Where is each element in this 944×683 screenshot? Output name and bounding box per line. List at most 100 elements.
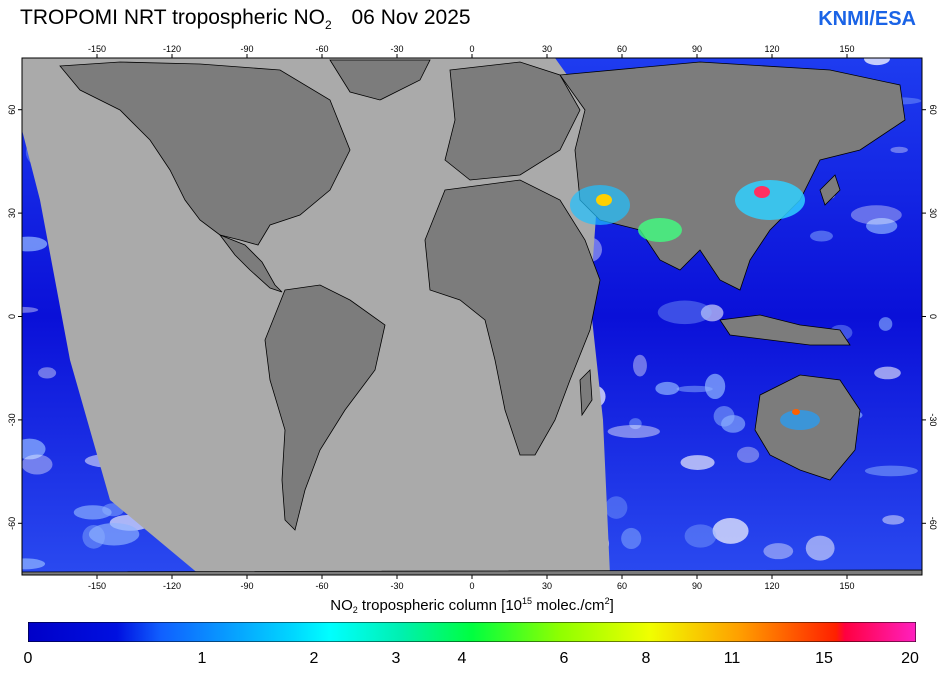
cloud-patch	[38, 367, 57, 379]
cloud-patch	[882, 515, 905, 525]
lon-label-bottom: 90	[692, 581, 702, 591]
cloud-patch	[22, 454, 53, 475]
south-america	[264, 284, 386, 531]
lon-label-bottom: -120	[163, 581, 181, 591]
cloud-patch	[684, 524, 717, 548]
cloud-patch	[805, 535, 835, 561]
colorbar-label: 20	[901, 650, 919, 667]
lat-label-left: -60	[7, 517, 17, 530]
cloud-patch	[680, 455, 715, 470]
colorbar-title: NO2 tropospheric column [1015 molec./cm2…	[0, 596, 944, 615]
title-subscript: 2	[324, 18, 332, 32]
indonesia	[719, 314, 851, 346]
cloud-patch	[874, 366, 901, 380]
cloud-patch	[22, 558, 46, 570]
unit-end: ]	[609, 597, 614, 614]
lon-label-bottom: -60	[315, 581, 328, 591]
cloud-patch	[736, 446, 760, 463]
lat-label-left: 30	[7, 208, 17, 218]
lon-label-top: 60	[617, 44, 627, 54]
lon-label-bottom: -150	[88, 581, 106, 591]
cloud-patch	[850, 205, 902, 225]
cloud-patch	[22, 306, 39, 313]
lon-axis-top: -150 -120 -90 -60 -30 0 30 60 90 120 150	[88, 44, 855, 58]
colorbar	[28, 622, 916, 642]
land-masses	[22, 59, 922, 575]
unit-mid2: molec./cm	[532, 597, 605, 614]
cloud-patch	[700, 304, 724, 322]
colorbar-label: 6	[559, 650, 569, 667]
cloud-patch	[629, 418, 642, 430]
madagascar	[579, 369, 593, 417]
unit-no: NO	[330, 597, 353, 614]
cloud-patch	[22, 236, 48, 252]
lon-label-top: 0	[469, 44, 474, 54]
north-america	[59, 61, 351, 246]
lat-label-left: 0	[7, 314, 17, 319]
title-text: TROPOMI NRT tropospheric NO	[20, 6, 325, 29]
lat-label-right: 30	[928, 208, 938, 218]
lon-label-top: 90	[692, 44, 702, 54]
colorbar-label: 2	[309, 650, 319, 667]
credit-label: KNMI/ESA	[818, 8, 916, 30]
cloud-patch	[655, 381, 680, 396]
colorbar-label: 3	[391, 650, 401, 667]
no2-map: -150 -120 -90 -60 -30 0 30 60 90 120 150 -150 -120-…	[7, 44, 938, 591]
lon-label-top: -120	[163, 44, 181, 54]
observation-date: 06 Nov 2025	[351, 6, 471, 29]
lon-label-bottom: -30	[390, 581, 403, 591]
lat-label-right: -30	[928, 413, 938, 426]
cloud-patch	[605, 496, 628, 519]
cloud-patch	[864, 465, 918, 477]
cloud-patch	[73, 505, 112, 520]
cloud-patch	[704, 373, 726, 400]
central-america	[218, 234, 283, 293]
lon-label-bottom: -90	[240, 581, 253, 591]
lon-label-bottom: 150	[839, 581, 854, 591]
lon-label-bottom: 60	[617, 581, 627, 591]
lon-label-top: -30	[390, 44, 403, 54]
europe	[444, 61, 581, 181]
cloud-patch	[864, 58, 890, 66]
cloud-patch	[621, 527, 642, 550]
cloud-patch	[633, 354, 647, 377]
lat-label-right: 60	[928, 105, 938, 115]
cloud-patch	[88, 523, 140, 546]
lon-axis-bottom: -150 -120 -90 -60 -30 0 30 60 90 120 150	[88, 575, 855, 591]
lon-label-top: -150	[88, 44, 106, 54]
lat-label-left: -30	[7, 413, 17, 426]
japan	[819, 174, 841, 206]
no2-hotspots	[570, 180, 820, 430]
africa	[424, 179, 601, 456]
lat-label-left: 60	[7, 105, 17, 115]
colorbar-label: 8	[641, 650, 651, 667]
colorbar-label: 1	[197, 650, 207, 667]
cloud-patch	[22, 438, 46, 460]
lon-label-top: 120	[764, 44, 779, 54]
lon-label-bottom: 120	[764, 581, 779, 591]
colorbar-label: 11	[723, 650, 741, 667]
colorbar-label: 0	[23, 650, 33, 667]
lat-axis-left: 60 30 0 -30 -60	[7, 105, 22, 530]
cloud-patch	[878, 317, 893, 331]
lon-label-bottom: 30	[542, 581, 552, 591]
cloud-patch	[810, 230, 833, 242]
unit-sub: 2	[352, 605, 358, 615]
map-title: TROPOMI NRT tropospheric NO2 06 Nov 2025	[20, 6, 471, 32]
greenland	[329, 59, 431, 101]
cloud-patch	[676, 385, 713, 393]
cloud-patch	[657, 300, 712, 325]
lon-label-top: 150	[839, 44, 854, 54]
cloud-patch	[890, 146, 908, 154]
lat-label-right: 0	[928, 314, 938, 319]
colorbar-gradient	[28, 622, 916, 642]
cloud-patch	[713, 406, 735, 427]
antarctic-edge	[22, 569, 922, 575]
lon-label-top: 30	[542, 44, 552, 54]
unit-exp2: 2	[604, 596, 610, 606]
colorbar-label: 4	[457, 650, 467, 667]
cloud-patch	[763, 543, 794, 560]
colorbar-label: 15	[815, 650, 833, 667]
lon-label-bottom: 0	[469, 581, 474, 591]
unit-exp: 15	[522, 596, 533, 606]
